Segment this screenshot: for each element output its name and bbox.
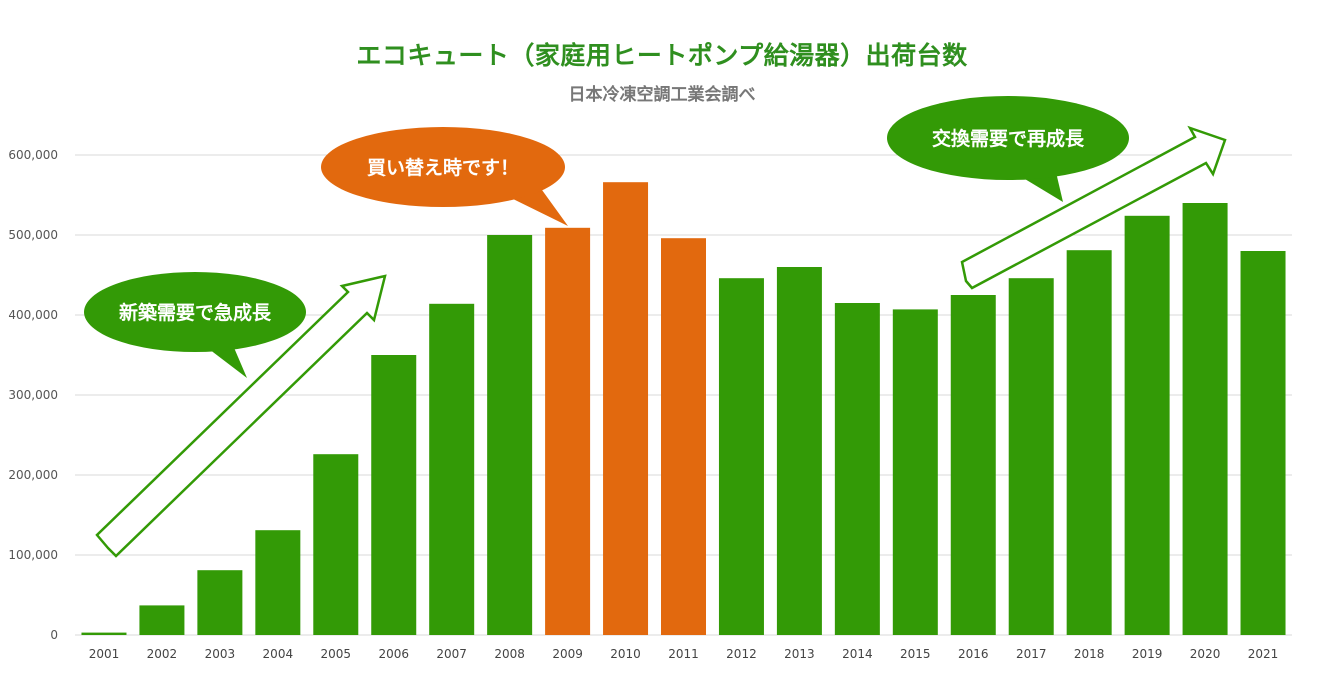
bar-2010: [603, 182, 649, 635]
x-tick-label: 2020: [1190, 647, 1221, 661]
callout-bubble-shape: [505, 190, 568, 226]
x-tick-label: 2001: [89, 647, 120, 661]
bar-2003: [197, 570, 243, 635]
growth-arrow-1: [95, 274, 387, 558]
bar-2006: [371, 355, 417, 635]
x-tick-label: 2002: [147, 647, 178, 661]
callout-bubble-shape: [887, 96, 1129, 180]
bar-2007: [429, 303, 475, 635]
bar-2014: [834, 303, 880, 635]
y-tick-label: 100,000: [8, 548, 58, 562]
x-tick-label: 2007: [436, 647, 467, 661]
callout-bubble-shape: [321, 127, 565, 207]
x-axis-ticks: 2001 2002 2003 2004 2005 2006 2007 2008 2009 2010…: [89, 647, 1279, 661]
bar-2004: [255, 530, 301, 635]
x-tick-label: 2016: [958, 647, 989, 661]
bar-2001: [81, 632, 127, 635]
bar-2021: [1240, 251, 1286, 635]
x-tick-label: 2003: [205, 647, 236, 661]
chart-title: エコキュート（家庭用ヒートポンプ給湯器）出荷台数: [356, 41, 968, 70]
bar-2015: [892, 309, 938, 635]
callout-bubble-shape: [84, 272, 306, 352]
callout-exchange-demand: 交換需要で再成長: [887, 96, 1129, 202]
callout-bubble-shape: [205, 343, 247, 378]
bar-2020: [1182, 203, 1228, 635]
x-tick-label: 2009: [552, 647, 583, 661]
x-tick-label: 2005: [321, 647, 352, 661]
y-tick-label: 300,000: [8, 388, 58, 402]
y-axis-ticks: 0 100,000 200,000 300,000 400,000 500,000 600,…: [8, 148, 58, 642]
bar-2012: [718, 278, 764, 635]
chart-subtitle: 日本冷凍空調工業会調べ: [568, 85, 756, 105]
x-tick-label: 2011: [668, 647, 699, 661]
x-tick-label: 2010: [610, 647, 641, 661]
x-tick-label: 2012: [726, 647, 757, 661]
callout-replacement: 買い替え時です！: [321, 127, 568, 226]
bar-2008: [487, 235, 533, 635]
bar-2002: [139, 605, 185, 635]
y-tick-label: 500,000: [8, 228, 58, 242]
callout-text-new-construction: 新築需要で急成長: [119, 301, 272, 324]
bar-2013: [776, 267, 822, 635]
x-tick-label: 2013: [784, 647, 815, 661]
callout-new-construction: 新築需要で急成長: [84, 272, 306, 378]
x-tick-label: 2018: [1074, 647, 1105, 661]
bar-2016: [950, 295, 996, 635]
y-tick-label: 400,000: [8, 308, 58, 322]
growth-arrow-2: [960, 125, 1227, 290]
bar-2005: [313, 454, 359, 635]
x-tick-label: 2019: [1132, 647, 1163, 661]
callout-text-replacement: 買い替え時です！: [367, 156, 519, 179]
x-tick-label: 2017: [1016, 647, 1047, 661]
x-tick-label: 2021: [1248, 647, 1279, 661]
x-tick-label: 2014: [842, 647, 873, 661]
x-tick-label: 2004: [263, 647, 294, 661]
bar-2009: [545, 227, 591, 636]
bar-2019: [1124, 215, 1170, 636]
bars: [81, 182, 1286, 636]
y-tick-label: 600,000: [8, 148, 58, 162]
x-tick-label: 2015: [900, 647, 931, 661]
callout-text-exchange-demand: 交換需要で再成長: [932, 127, 1085, 150]
y-tick-label: 0: [50, 628, 58, 642]
y-tick-label: 200,000: [8, 468, 58, 482]
x-tick-label: 2006: [378, 647, 409, 661]
bar-2017: [1008, 278, 1054, 635]
bar-2018: [1066, 250, 1112, 635]
bar-2011: [661, 238, 706, 635]
x-tick-label: 2008: [494, 647, 525, 661]
